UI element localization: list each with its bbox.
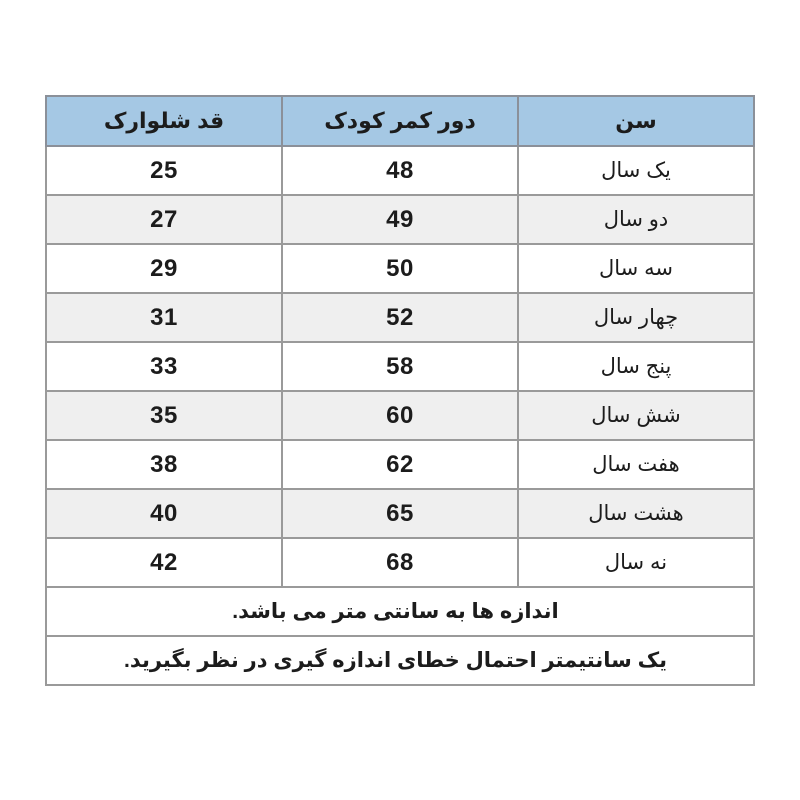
table-row: پنج سال 58 33	[45, 341, 755, 392]
waist-cell: 68	[281, 537, 519, 588]
table-row: هفت سال 62 38	[45, 439, 755, 490]
header-age: سن	[517, 95, 755, 147]
table-row: نه سال 68 42	[45, 537, 755, 588]
table-row: چهار سال 52 31	[45, 292, 755, 343]
waist-cell: 48	[281, 145, 519, 196]
table-row: سه سال 50 29	[45, 243, 755, 294]
header-length: قد شلوارک	[45, 95, 283, 147]
size-chart-table: سن دور کمر کودک قد شلوارک یک سال 48 25 د…	[45, 95, 755, 686]
waist-cell: 58	[281, 341, 519, 392]
waist-cell: 65	[281, 488, 519, 539]
waist-cell: 50	[281, 243, 519, 294]
age-cell: چهار سال	[517, 292, 755, 343]
header-row: سن دور کمر کودک قد شلوارک	[45, 95, 755, 147]
age-cell: نه سال	[517, 537, 755, 588]
table-row: دو سال 49 27	[45, 194, 755, 245]
length-cell: 33	[45, 341, 283, 392]
table-row: شش سال 60 35	[45, 390, 755, 441]
waist-cell: 60	[281, 390, 519, 441]
note-row: اندازه ها به سانتی متر می باشد.	[45, 586, 755, 637]
length-cell: 42	[45, 537, 283, 588]
length-cell: 25	[45, 145, 283, 196]
length-cell: 31	[45, 292, 283, 343]
age-cell: یک سال	[517, 145, 755, 196]
length-cell: 29	[45, 243, 283, 294]
length-cell: 35	[45, 390, 283, 441]
waist-cell: 62	[281, 439, 519, 490]
age-cell: هشت سال	[517, 488, 755, 539]
waist-cell: 49	[281, 194, 519, 245]
note-row: یک سانتیمتر احتمال خطای اندازه گیری در ن…	[45, 635, 755, 686]
table-row: هشت سال 65 40	[45, 488, 755, 539]
header-waist: دور کمر کودک	[281, 95, 519, 147]
length-cell: 38	[45, 439, 283, 490]
length-cell: 40	[45, 488, 283, 539]
units-note: اندازه ها به سانتی متر می باشد.	[45, 586, 755, 637]
age-cell: پنج سال	[517, 341, 755, 392]
tolerance-note: یک سانتیمتر احتمال خطای اندازه گیری در ن…	[45, 635, 755, 686]
age-cell: شش سال	[517, 390, 755, 441]
waist-cell: 52	[281, 292, 519, 343]
size-chart-container: سن دور کمر کودک قد شلوارک یک سال 48 25 د…	[45, 95, 755, 686]
age-cell: دو سال	[517, 194, 755, 245]
table-row: یک سال 48 25	[45, 145, 755, 196]
age-cell: سه سال	[517, 243, 755, 294]
age-cell: هفت سال	[517, 439, 755, 490]
length-cell: 27	[45, 194, 283, 245]
